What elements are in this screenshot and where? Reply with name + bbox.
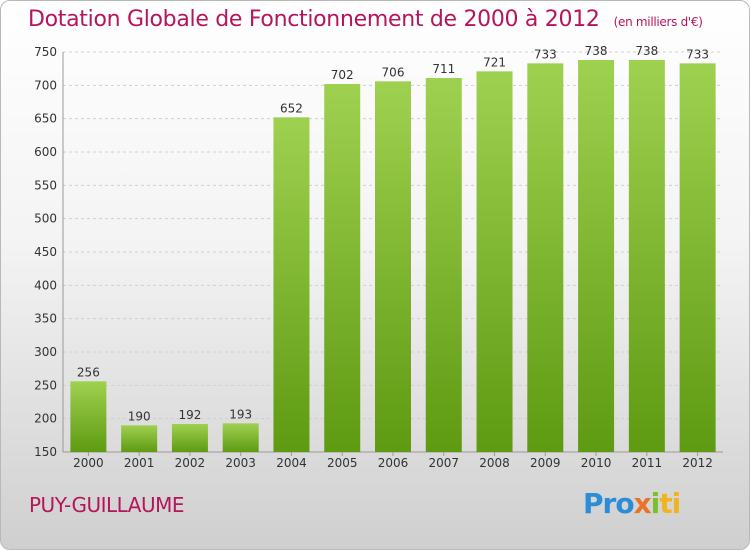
- x-tick-label: 2002: [175, 456, 206, 470]
- x-tick-label: 2004: [276, 456, 307, 470]
- commune-name: PUY-GUILLAUME: [29, 493, 184, 517]
- y-tick-label: 300: [34, 345, 57, 359]
- bar: [375, 81, 411, 452]
- data-label: 721: [483, 55, 506, 69]
- data-label: 738: [635, 44, 658, 58]
- x-tick-label: 2012: [682, 456, 713, 470]
- bar: [679, 63, 716, 452]
- data-label: 733: [686, 47, 709, 61]
- y-tick-label: 350: [34, 312, 57, 326]
- y-tick-label: 450: [34, 245, 57, 259]
- x-tick-label: 2008: [479, 456, 510, 470]
- x-tick-label: 2003: [225, 456, 256, 470]
- y-tick-label: 200: [34, 412, 57, 426]
- x-tick-label: 2009: [530, 456, 561, 470]
- logo-part-1: Pro: [583, 487, 635, 520]
- data-label: 652: [280, 101, 303, 115]
- bar: [578, 60, 615, 452]
- bar: [628, 60, 665, 452]
- data-label: 711: [432, 62, 455, 76]
- bar: [425, 78, 462, 452]
- y-tick-label: 550: [34, 178, 57, 192]
- y-tick-label: 250: [34, 378, 57, 392]
- logo-part-3: i: [650, 487, 661, 520]
- x-tick-label: 2010: [581, 456, 612, 470]
- x-tick-label: 2007: [428, 456, 459, 470]
- bar: [324, 84, 361, 452]
- y-tick-label: 700: [34, 78, 57, 92]
- x-tick-label: 2011: [632, 456, 663, 470]
- proxiti-logo: Proxiti: [583, 487, 681, 520]
- chart-title-text: Dotation Globale de Fonctionnement de 20…: [28, 7, 600, 32]
- x-tick-label: 2005: [327, 456, 358, 470]
- y-tick-label: 650: [34, 112, 57, 126]
- data-label: 256: [77, 365, 100, 379]
- data-label: 193: [229, 407, 252, 421]
- y-tick-label: 500: [34, 212, 57, 226]
- data-label: 733: [534, 47, 557, 61]
- bar: [171, 424, 208, 452]
- data-label: 190: [128, 409, 151, 423]
- data-label: 192: [178, 408, 201, 422]
- chart-title: Dotation Globale de Fonctionnement de 20…: [28, 7, 703, 32]
- logo-part-4: ti: [659, 487, 681, 520]
- bar: [70, 381, 107, 452]
- logo-part-2: x: [633, 487, 652, 520]
- bar: [121, 425, 158, 452]
- data-label: 702: [331, 68, 354, 82]
- bar: [273, 117, 310, 452]
- x-tick-label: 2000: [73, 456, 104, 470]
- bar: [476, 71, 513, 452]
- bar: [527, 63, 564, 452]
- unit-note: (en milliers d'€): [613, 15, 703, 29]
- data-label: 738: [585, 44, 608, 58]
- data-label: 706: [382, 65, 405, 79]
- x-tick-label: 2001: [124, 456, 155, 470]
- y-tick-label: 150: [34, 445, 57, 459]
- y-tick-label: 750: [34, 45, 57, 59]
- bar: [222, 423, 259, 452]
- y-tick-label: 400: [34, 278, 57, 292]
- x-tick-label: 2006: [378, 456, 409, 470]
- y-tick-label: 600: [34, 145, 57, 159]
